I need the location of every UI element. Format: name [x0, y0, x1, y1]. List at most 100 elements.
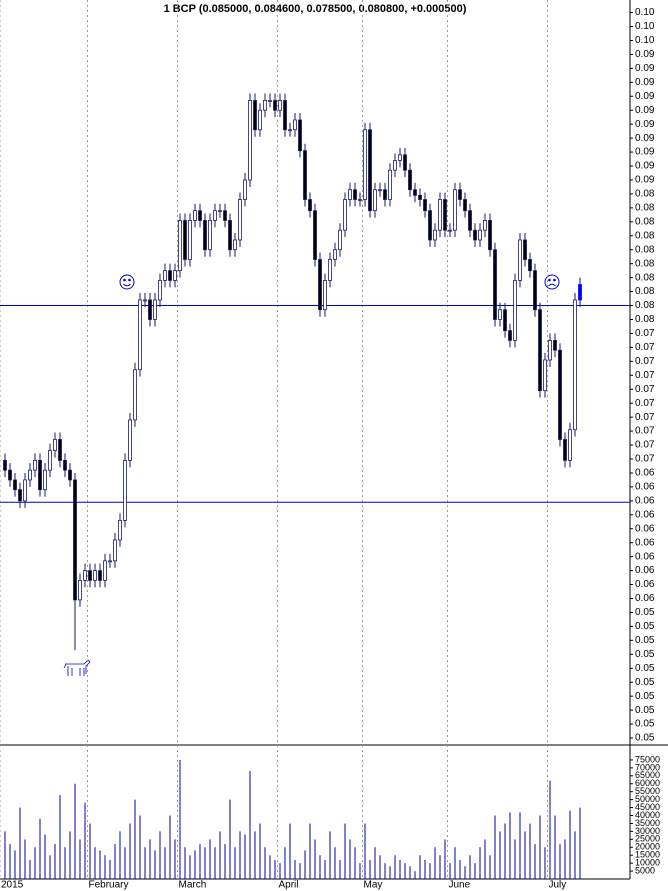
- candle-body: [253, 100, 257, 131]
- candle-body: [578, 284, 582, 301]
- candle-body: [168, 270, 172, 281]
- y-tick-label: 0.07: [635, 426, 655, 437]
- candle-body: [463, 199, 467, 212]
- candle-body: [173, 270, 177, 281]
- y-tick-label: 0.07: [635, 454, 655, 465]
- candle-body: [558, 349, 562, 440]
- candle-body: [208, 220, 212, 251]
- candle-body: [243, 179, 247, 200]
- y-tick-label: 0.09: [635, 77, 655, 88]
- y-tick-label: 0.05: [635, 691, 655, 702]
- candle-body: [118, 519, 122, 541]
- y-tick-label: 0.07: [635, 342, 655, 353]
- y-tick-label: 0.09: [635, 91, 655, 102]
- candle-body: [223, 210, 227, 221]
- y-tick-label: 0.09: [635, 175, 655, 186]
- candle-body: [48, 450, 52, 471]
- y-tick-label: 40000: [635, 810, 660, 820]
- y-tick-label: 0.08: [635, 286, 655, 297]
- y-tick-label: 0.05: [635, 649, 655, 660]
- candle-body: [143, 299, 147, 302]
- y-tick-label: 0.09: [635, 105, 655, 116]
- y-tick-label: 0.06: [635, 593, 655, 604]
- candle-body: [483, 220, 487, 231]
- candle-body: [553, 340, 557, 351]
- candle-body: [123, 459, 127, 521]
- candle-body: [383, 189, 387, 200]
- candle-body: [508, 330, 512, 341]
- y-tick-label: 0.08: [635, 258, 655, 269]
- candle-body: [218, 210, 222, 213]
- y-tick-label: 10000: [635, 858, 660, 868]
- candle-body: [73, 479, 77, 601]
- y-tick-label: 65000: [635, 770, 660, 780]
- candle-body: [33, 459, 37, 471]
- candle-body: [268, 100, 272, 102]
- y-tick-label: 0.05: [635, 607, 655, 618]
- candle-body: [498, 309, 502, 320]
- candle-body: [288, 129, 292, 132]
- candle-body: [103, 560, 107, 581]
- y-tick-label: 20000: [635, 842, 660, 852]
- y-tick-label: 0.05: [635, 677, 655, 688]
- candle-body: [373, 189, 377, 212]
- candle-body: [188, 220, 192, 260]
- y-tick-label: 0.08: [635, 189, 655, 200]
- y-tick-label: 0.07: [635, 412, 655, 423]
- candle-body: [328, 259, 332, 281]
- candle-body: [13, 479, 17, 491]
- candle-body: [63, 459, 67, 471]
- y-tick-label: 0.07: [635, 384, 655, 395]
- y-tick-label: 0.05: [635, 621, 655, 632]
- candle-body: [398, 154, 402, 161]
- y-tick-label: 0.05: [635, 635, 655, 646]
- candle-body: [283, 100, 287, 131]
- y-tick-label: 0.06: [635, 495, 655, 506]
- candle-body: [458, 189, 462, 200]
- candle-body: [478, 229, 482, 241]
- x-tick-label: June: [449, 880, 471, 891]
- y-tick-label: 0.05: [635, 719, 655, 730]
- x-tick-label: May: [364, 880, 383, 891]
- candle-body: [308, 199, 312, 212]
- y-tick-label: 0.09: [635, 147, 655, 158]
- candle-body: [543, 359, 547, 392]
- candle-body: [193, 210, 197, 221]
- candle-body: [528, 259, 532, 272]
- y-tick-label: 0.07: [635, 398, 655, 409]
- y-tick-label: 0.09: [635, 63, 655, 74]
- y-tick-label: 0.08: [635, 230, 655, 241]
- candle-body: [238, 199, 242, 241]
- y-tick-label: 45000: [635, 802, 660, 812]
- candle-body: [158, 280, 162, 301]
- y-tick-label: 0.06: [635, 551, 655, 562]
- y-tick-label: 0.09: [635, 133, 655, 144]
- candle-body: [233, 239, 237, 251]
- candle-body: [518, 239, 522, 281]
- candle-body: [203, 220, 207, 251]
- candle-body: [488, 220, 492, 251]
- candle-body: [438, 199, 442, 231]
- candle-body: [323, 280, 327, 311]
- candle-body: [228, 220, 232, 251]
- candle-body: [93, 570, 97, 581]
- y-tick-label: 0.10: [635, 21, 655, 32]
- y-tick-label: 70000: [635, 762, 660, 772]
- candle-body: [513, 280, 517, 341]
- candle-body: [353, 189, 357, 200]
- candle-body: [503, 309, 507, 332]
- candle-body: [348, 189, 352, 200]
- candle-body: [538, 309, 542, 392]
- candle-body: [368, 129, 372, 212]
- y-tick-label: 0.07: [635, 440, 655, 451]
- candle-body: [53, 439, 57, 452]
- candle-body: [8, 469, 12, 481]
- candle-body: [333, 249, 337, 260]
- candle-body: [138, 299, 142, 371]
- y-tick-label: 5000: [635, 865, 655, 875]
- candle-body: [473, 229, 477, 241]
- candle-body: [98, 570, 102, 581]
